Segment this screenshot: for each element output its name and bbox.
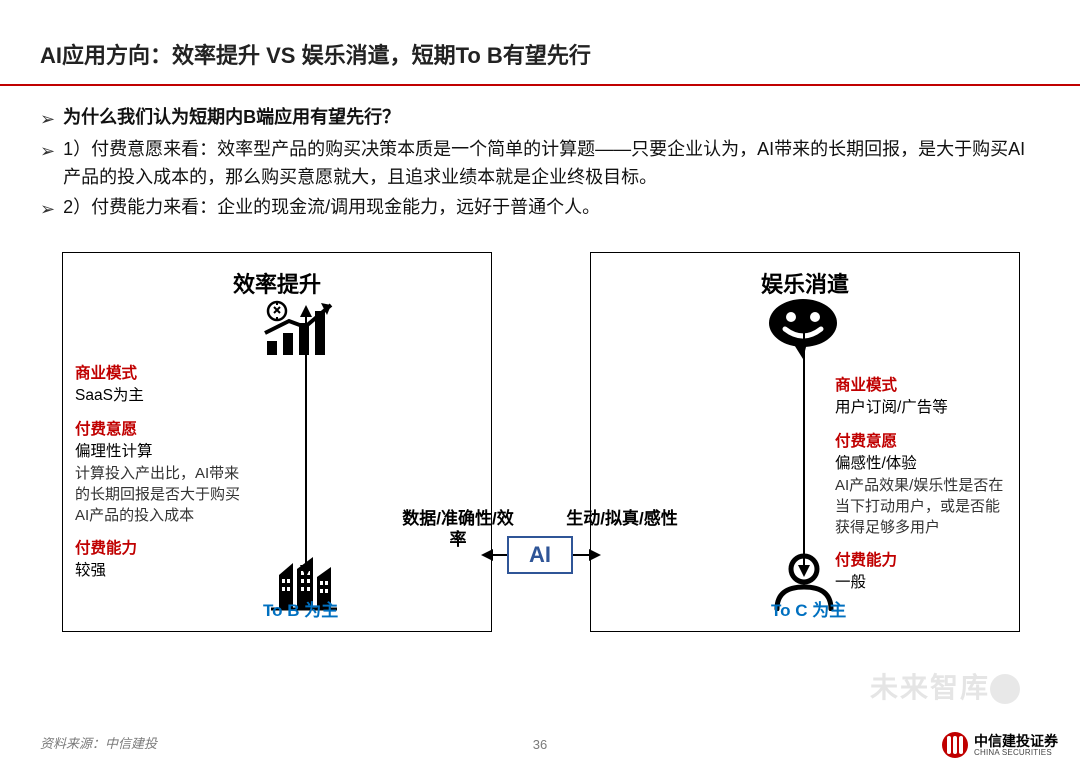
- vertical-arrow-right: [803, 323, 805, 567]
- title-divider: [0, 84, 1080, 86]
- right-side-attributes: 商业模式 用户订阅/广告等 付费意愿 偏感性/体验 AI产品效果/娱乐性是否在当…: [835, 375, 1007, 607]
- capability-label: 付费能力: [75, 538, 247, 560]
- bullet-arrow-icon: ➢: [40, 196, 55, 224]
- watermark-icon: [990, 674, 1020, 704]
- capability-value: 较强: [75, 560, 247, 582]
- willingness-label: 付费意愿: [75, 419, 247, 441]
- brand-logo: 中信建投证券 CHINA SECURITIES: [942, 732, 1058, 758]
- panel-footer-right: To C 为主: [771, 596, 846, 621]
- willingness-desc: 计算投入产出比，AI带来的长期回报是否大于购买AI产品的投入成本: [75, 463, 247, 527]
- brand-sub: CHINA SECURITIES: [974, 748, 1058, 757]
- brand-name: 中信建投证券: [974, 734, 1058, 748]
- vertical-arrow-left: [305, 315, 307, 567]
- connector-label-right: 生动/拟真/感性: [562, 508, 682, 529]
- slide-title: AI应用方向：效率提升 VS 娱乐消遣，短期To B有望先行: [40, 38, 1040, 80]
- biz-model-label: 商业模式: [75, 363, 247, 385]
- bullet-arrow-icon: ➢: [40, 106, 55, 134]
- biz-model-value: SaaS为主: [75, 385, 247, 407]
- panel-footer-left: To B 为主: [263, 596, 338, 621]
- connector-label-left: 数据/准确性/效率: [398, 508, 518, 551]
- willingness-label: 付费意愿: [835, 431, 1007, 453]
- bullet-point-2: 2）付费能力来看：企业的现金流/调用现金能力，远好于普通个人。: [63, 194, 600, 224]
- source-footer: 资料来源：中信建投: [40, 733, 1060, 752]
- left-side-attributes: 商业模式 SaaS为主 付费意愿 偏理性计算 计算投入产出比，AI带来的长期回报…: [75, 363, 247, 595]
- panel-entertainment: 娱乐消遣: [590, 252, 1020, 632]
- bullets-block: ➢ 为什么我们认为短期内B端应用有望先行？ ➢ 1）付费意愿来看：效率型产品的购…: [40, 104, 1040, 224]
- panel-efficiency: 效率提升: [62, 252, 492, 632]
- watermark-text: 未来智库: [870, 666, 990, 706]
- willingness-desc: AI产品效果/娱乐性是否在当下打动用户，或是否能获得足够多用户: [835, 475, 1007, 539]
- biz-model-label: 商业模式: [835, 375, 1007, 397]
- capability-value: 一般: [835, 572, 1007, 594]
- bullet-question: 为什么我们认为短期内B端应用有望先行？: [63, 104, 400, 134]
- willingness-value: 偏理性计算: [75, 441, 247, 463]
- page-number: 36: [533, 737, 547, 752]
- capability-label: 付费能力: [835, 550, 1007, 572]
- bullet-arrow-icon: ➢: [40, 138, 55, 192]
- biz-model-value: 用户订阅/广告等: [835, 397, 1007, 419]
- diagram-area: 效率提升: [40, 252, 1040, 672]
- bullet-point-1: 1）付费意愿来看：效率型产品的购买决策本质是一个简单的计算题——只要企业认为，A…: [63, 136, 1040, 192]
- ai-center-node: AI: [507, 536, 573, 574]
- willingness-value: 偏感性/体验: [835, 453, 1007, 475]
- logo-mark-icon: [942, 732, 968, 758]
- panel-heading-left: 效率提升: [79, 267, 475, 299]
